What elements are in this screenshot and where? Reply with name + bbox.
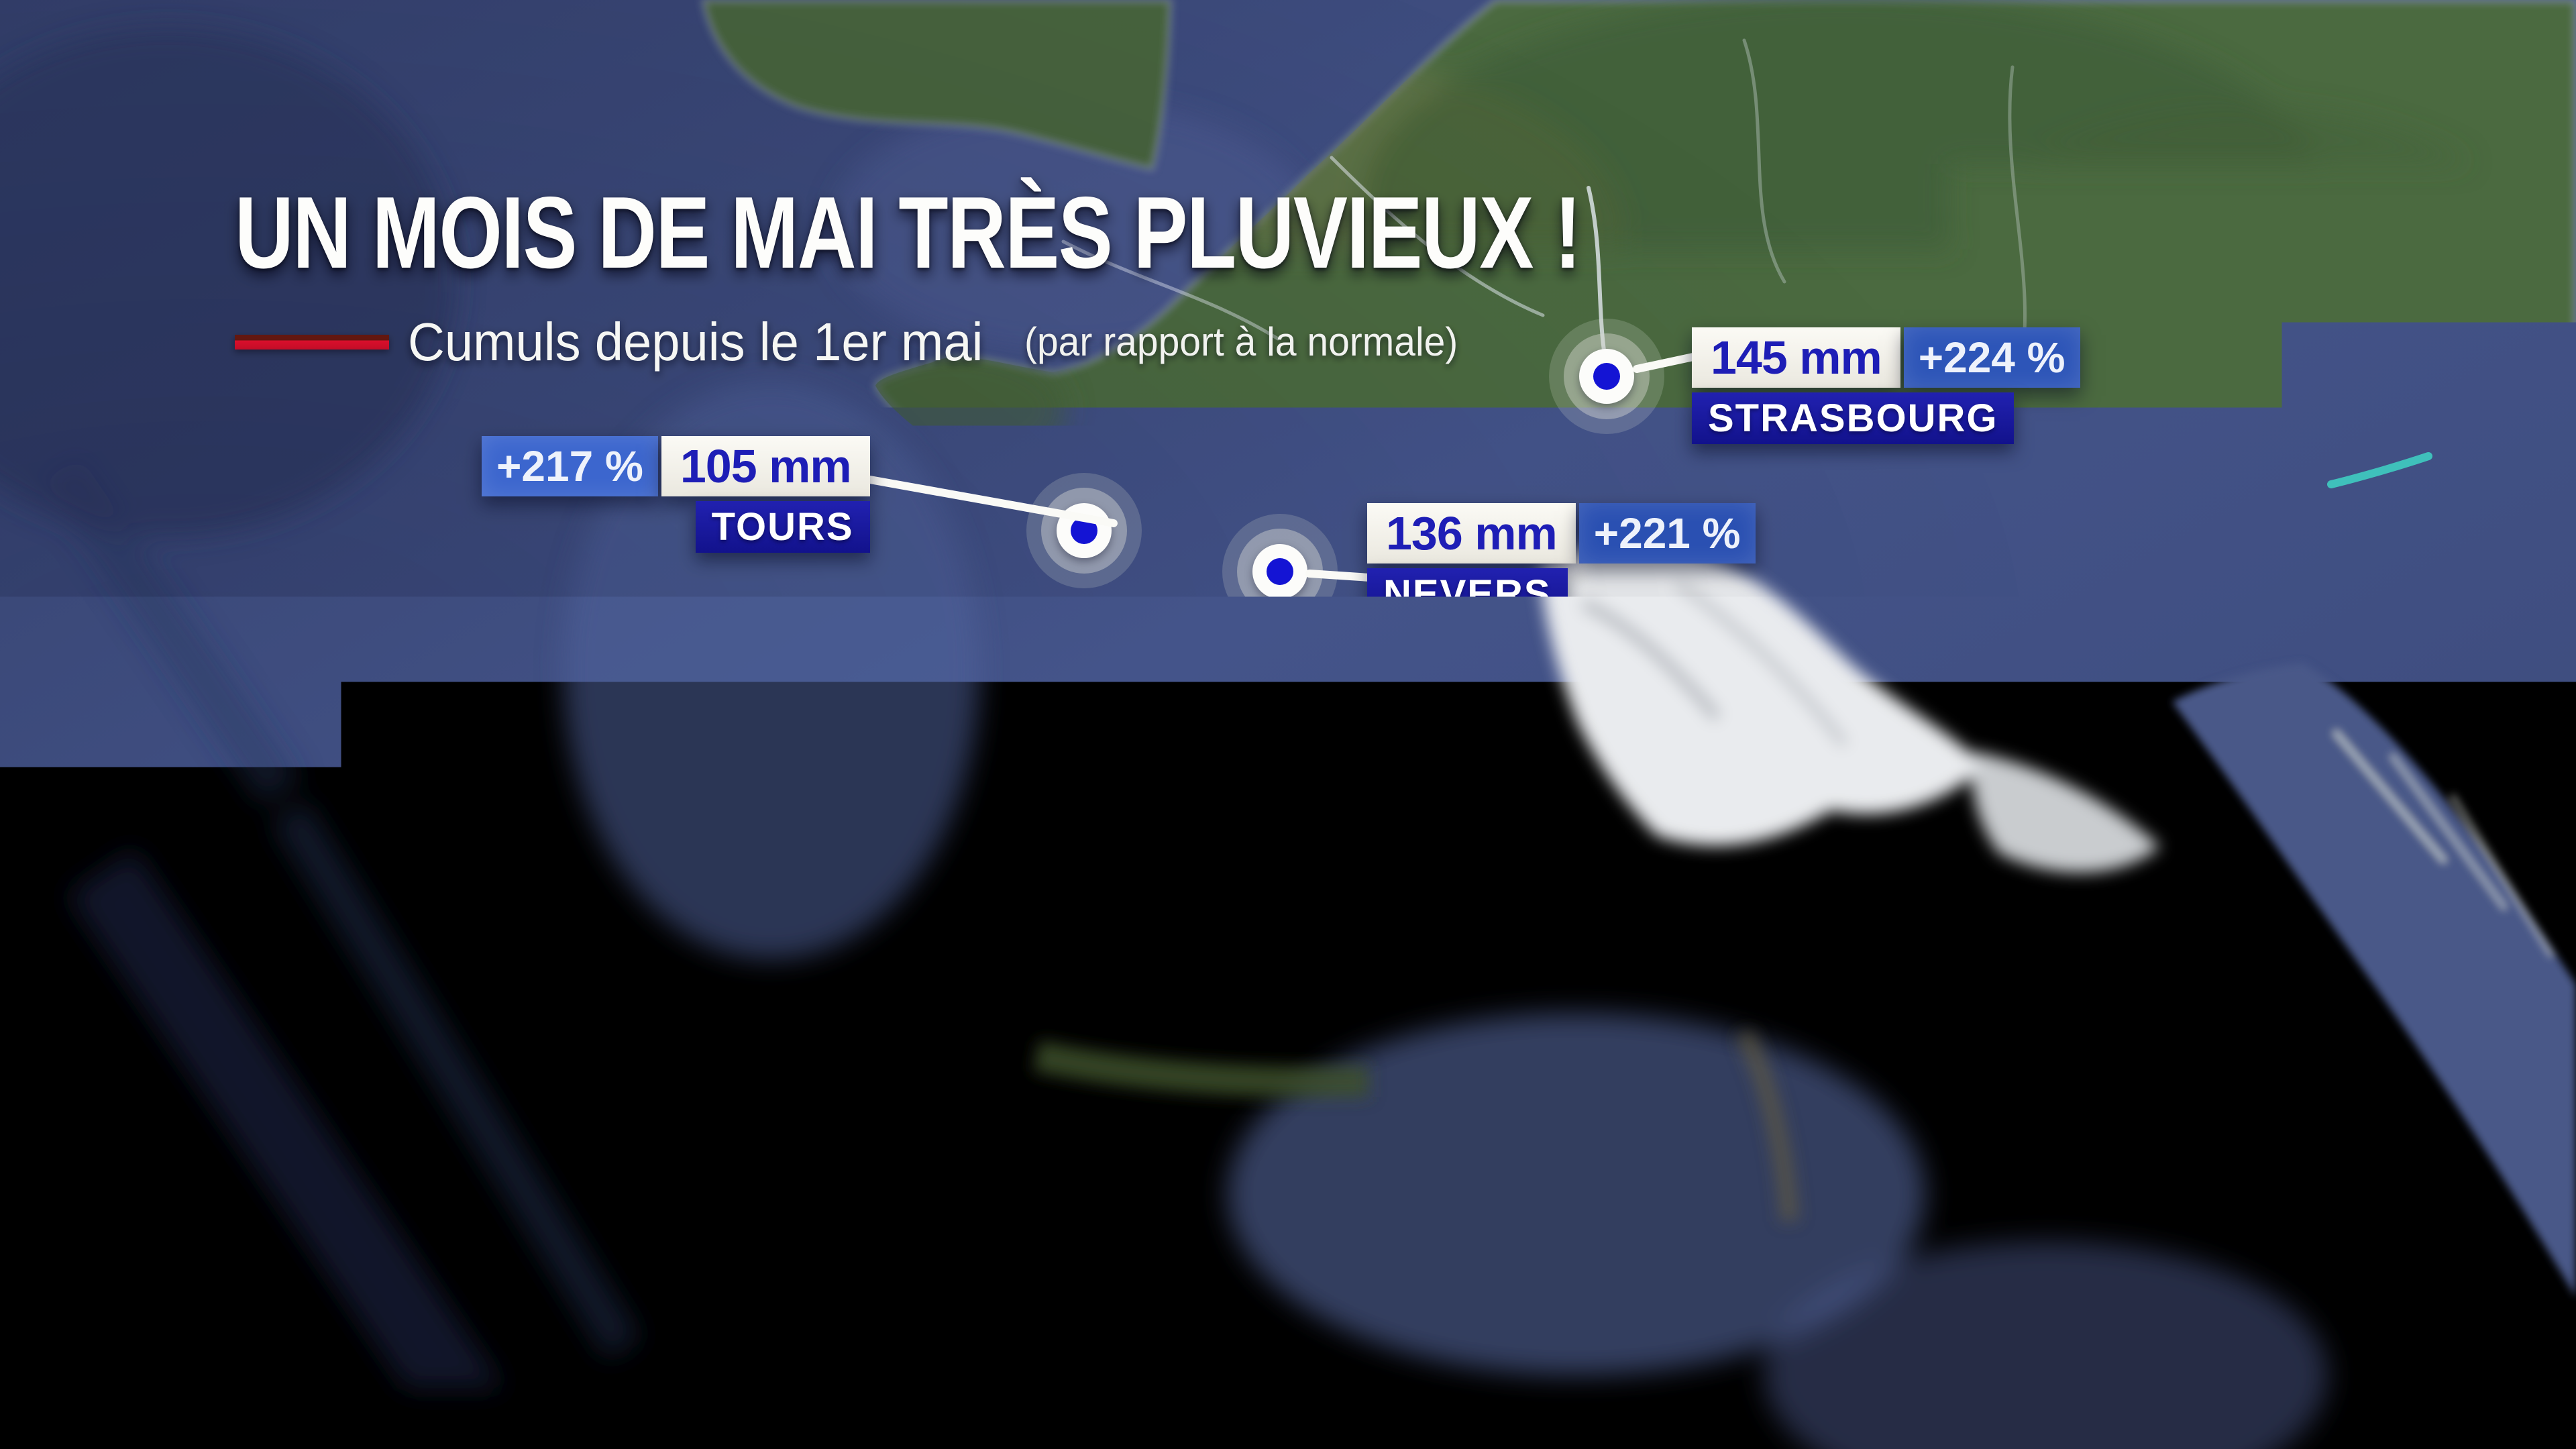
- rain-amount: 73 mm: [1686, 759, 1869, 820]
- weather-infographic: UN MOIS DE MAI TRÈS PLUVIEUX ! Cumuls de…: [0, 0, 2576, 1449]
- city-name: TOURS: [696, 501, 870, 553]
- city-name: NEVERS: [1367, 568, 1568, 620]
- city-label-strasbourg: 145 mm +224 % STRASBOURG: [1692, 327, 2080, 444]
- source-value: MÉTÉO-FRANCE: [1256, 1024, 1559, 1064]
- city-label-bordeaux: +210 % 125 mm BORDEAUX: [488, 761, 876, 877]
- connector-line: [1309, 574, 1370, 578]
- percent-badge: +217 %: [1872, 759, 2049, 820]
- city-label-tours: +217 % 105 mm TOURS: [482, 436, 870, 553]
- percent-badge: +321 %: [2063, 855, 2239, 915]
- connector-line: [882, 639, 1092, 687]
- percent-badge: +217 %: [482, 436, 658, 496]
- connector-line: [1741, 926, 1870, 1002]
- city-label-montpellier: +223 % 86 MM MONTPELLIER: [867, 904, 1225, 1020]
- rain-amount: 105 mm: [661, 436, 870, 496]
- rain-amount: 193 MM: [697, 608, 900, 669]
- source-row: SOURCE MÉTÉO-FRANCE: [1080, 1024, 1559, 1064]
- city-label-calvi: 110 mm +321 % CALVI: [1854, 855, 2239, 971]
- percent-badge: +223 %: [867, 904, 1044, 964]
- city-name: LIMOGES: [679, 674, 900, 725]
- percent-badge: +210 %: [488, 761, 664, 821]
- percent-badge: +224 %: [1904, 327, 2080, 388]
- percent-badge: +249 %: [517, 608, 694, 669]
- percent-badge: +221 %: [1579, 503, 1756, 564]
- city-name: CALVI: [1854, 920, 2006, 971]
- source-label: SOURCE: [1080, 1024, 1237, 1064]
- connector-line: [859, 478, 1114, 523]
- rain-amount: 86 MM: [1047, 904, 1225, 964]
- rain-amount: 145 mm: [1692, 327, 1900, 388]
- city-name: STRASBOURG: [1692, 392, 2014, 444]
- connector-line: [859, 792, 1022, 807]
- city-name: BORDEAUX: [610, 826, 876, 877]
- city-label-limoges: +249 % 193 MM LIMOGES: [517, 608, 900, 725]
- city-name: NICE: [1686, 824, 1817, 876]
- rain-amount: 110 mm: [1854, 855, 2059, 915]
- subtitle: Cumuls depuis le 1er mai: [408, 311, 983, 373]
- page-title: UN MOIS DE MAI TRÈS PLUVIEUX !: [235, 180, 1580, 287]
- rain-amount: 136 mm: [1367, 503, 1576, 564]
- headline-block: UN MOIS DE MAI TRÈS PLUVIEUX ! Cumuls de…: [235, 180, 1917, 373]
- red-accent-bar: [235, 335, 389, 350]
- city-label-nevers: 136 mm +221 % NEVERS: [1367, 503, 1756, 620]
- subtitle-note: (par rapport à la normale): [1024, 319, 1458, 365]
- city-name: MONTPELLIER: [899, 969, 1225, 1020]
- subtitle-row: Cumuls depuis le 1er mai (par rapport à …: [235, 311, 1917, 373]
- rain-amount: 125 mm: [667, 761, 876, 821]
